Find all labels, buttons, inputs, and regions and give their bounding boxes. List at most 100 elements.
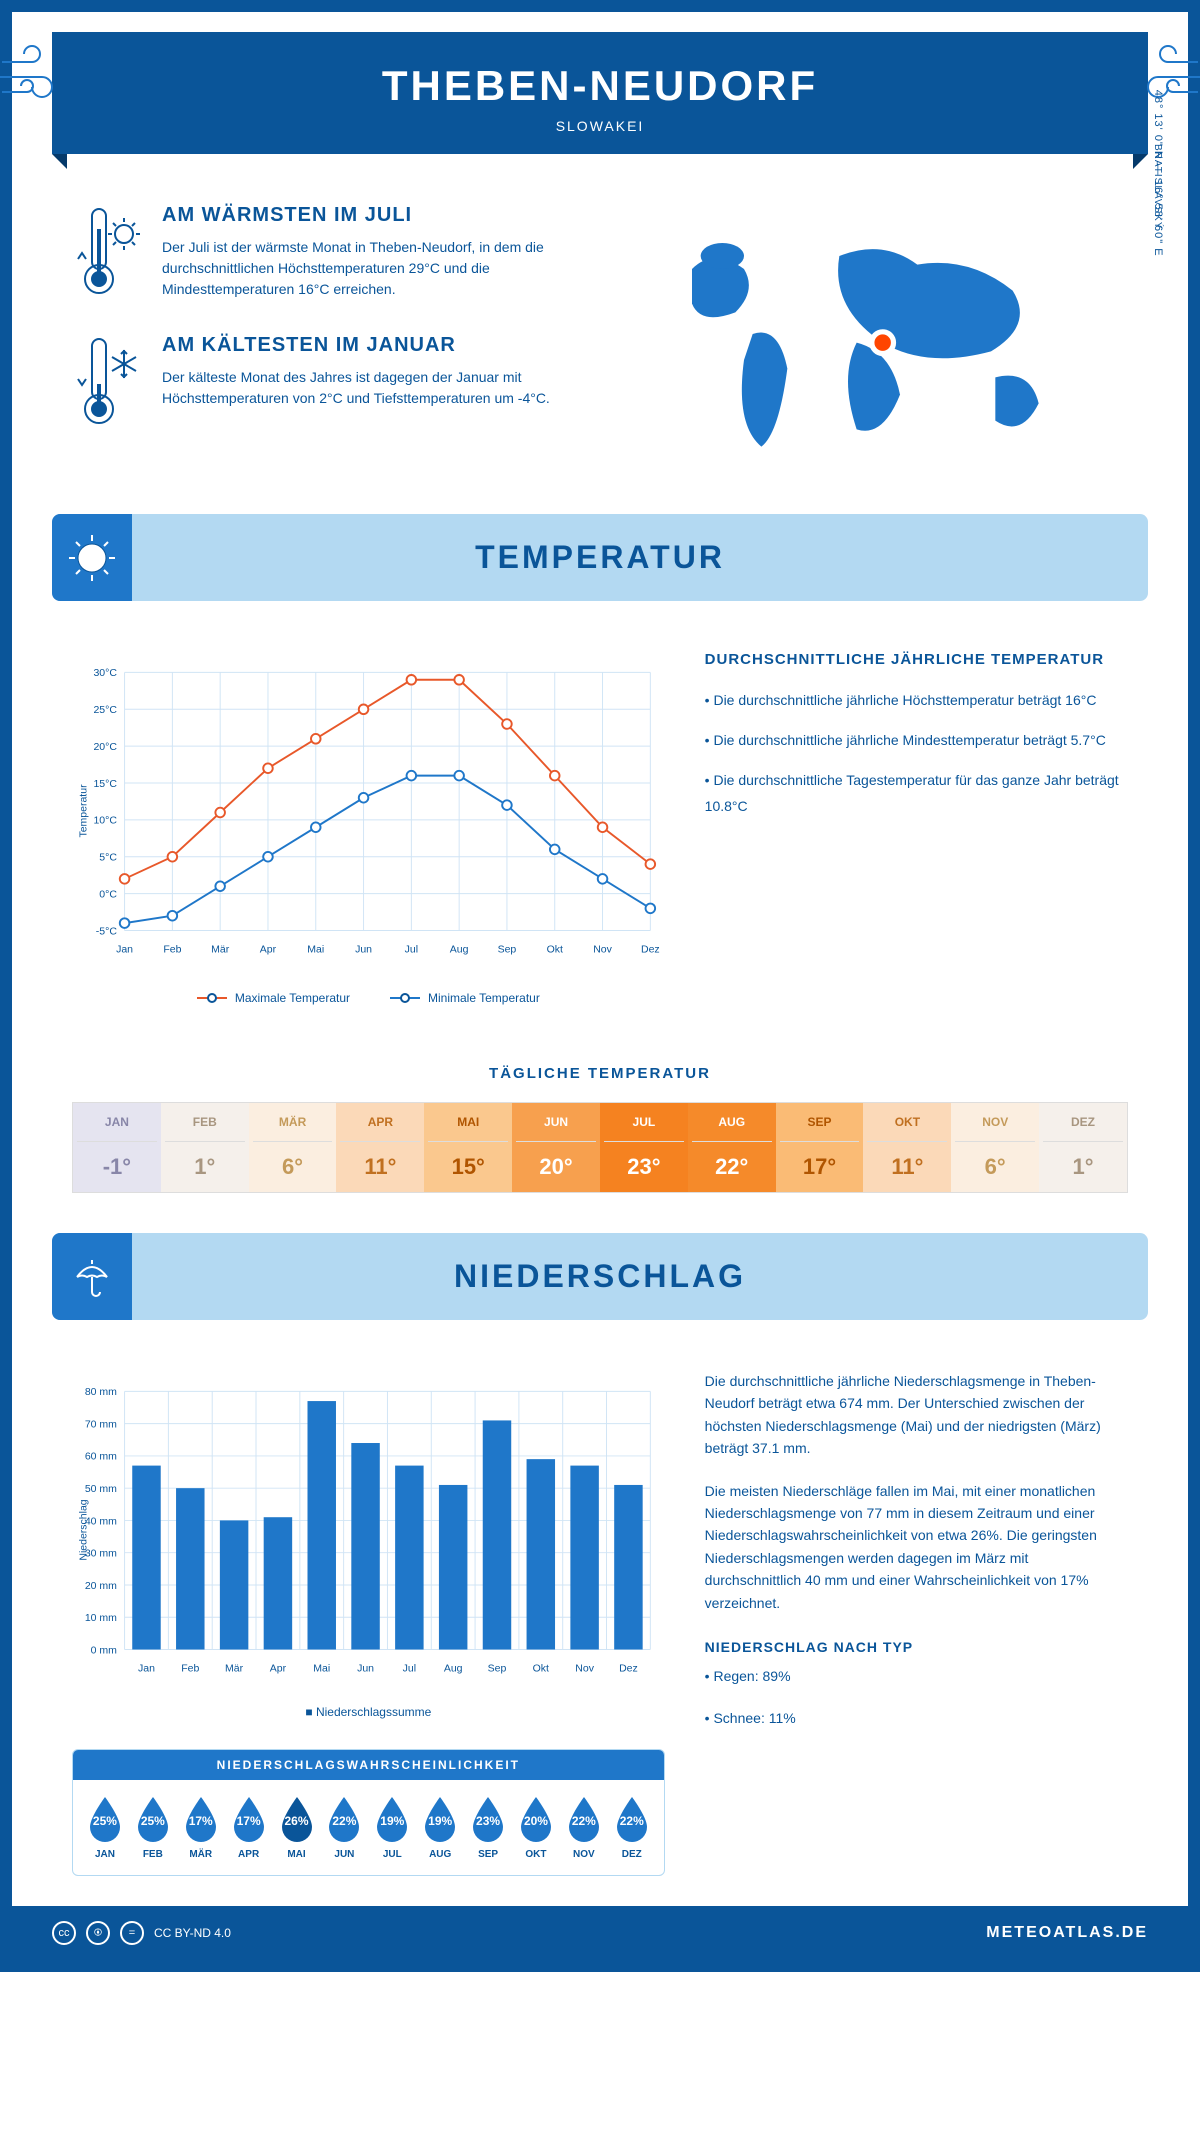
precipitation-content: 0 mm10 mm20 mm30 mm40 mm50 mm60 mm70 mm8…: [12, 1340, 1188, 1906]
daily-temp-title: TÄGLICHE TEMPERATUR: [12, 1065, 1188, 1082]
daily-cell: APR11°: [336, 1103, 424, 1192]
svg-text:Okt: Okt: [533, 1662, 549, 1674]
svg-text:Jul: Jul: [405, 943, 418, 955]
svg-text:10 mm: 10 mm: [85, 1612, 117, 1624]
cc-icon: cc: [52, 1921, 76, 1945]
probability-cell: 22%JUN: [320, 1795, 368, 1860]
probability-cell: 17%APR: [225, 1795, 273, 1860]
coordinates-label: 48° 13' 0" N — 16° 58' 60" E: [1152, 90, 1164, 257]
temperature-title: TEMPERATUR: [77, 539, 1123, 576]
temp-bullet: • Die durchschnittliche jährliche Mindes…: [705, 728, 1128, 753]
svg-text:50 mm: 50 mm: [85, 1483, 117, 1495]
svg-text:30°C: 30°C: [93, 667, 117, 679]
svg-text:30 mm: 30 mm: [85, 1548, 117, 1560]
svg-text:Feb: Feb: [181, 1662, 199, 1674]
svg-text:Nov: Nov: [593, 943, 612, 955]
legend-min: Minimale Temperatur: [390, 991, 540, 1005]
coldest-text: Der kälteste Monat des Jahres ist dagege…: [162, 367, 580, 409]
svg-text:Apr: Apr: [270, 1662, 287, 1674]
svg-text:Mai: Mai: [313, 1662, 330, 1674]
daily-cell: JUL23°: [600, 1103, 688, 1192]
svg-text:Okt: Okt: [547, 943, 563, 955]
probability-cell: 17%MÄR: [177, 1795, 225, 1860]
svg-text:0°C: 0°C: [99, 888, 117, 900]
intro-text-column: AM WÄRMSTEN IM JULI Der Juli ist der wär…: [72, 204, 580, 464]
probability-cell: 19%JUL: [368, 1795, 416, 1860]
daily-cell: DEZ1°: [1039, 1103, 1127, 1192]
precip-type-snow: • Schnee: 11%: [705, 1707, 1128, 1729]
country-subtitle: SLOWAKEI: [72, 118, 1128, 134]
warmest-text: Der Juli ist der wärmste Monat in Theben…: [162, 237, 580, 300]
legend-min-label: Minimale Temperatur: [428, 991, 540, 1005]
svg-text:25°C: 25°C: [93, 704, 117, 716]
footer-license: cc 🅯 = CC BY-ND 4.0: [52, 1921, 231, 1945]
umbrella-corner-icon: [52, 1233, 132, 1320]
precip-legend: Niederschlagssumme: [72, 1705, 665, 1719]
infographic-container: THEBEN-NEUDORF SLOWAKEI AM WÄRMSTEN IM J…: [0, 0, 1200, 1972]
svg-text:Jun: Jun: [355, 943, 372, 955]
svg-text:40 mm: 40 mm: [85, 1515, 117, 1527]
svg-text:10°C: 10°C: [93, 815, 117, 827]
precip-type-title: NIEDERSCHLAG NACH TYP: [705, 1639, 1128, 1655]
temperature-content: -5°C0°C5°C10°C15°C20°C25°C30°CJanFebMärA…: [12, 621, 1188, 1035]
probability-cell: 22%NOV: [560, 1795, 608, 1860]
page-title: THEBEN-NEUDORF: [72, 62, 1128, 110]
svg-text:Jan: Jan: [116, 943, 133, 955]
temp-bullet: • Die durchschnittliche Tagestemperatur …: [705, 768, 1128, 818]
temp-bullets: • Die durchschnittliche jährliche Höchst…: [705, 688, 1128, 819]
temperature-line-chart: -5°C0°C5°C10°C15°C20°C25°C30°CJanFebMärA…: [72, 651, 665, 971]
probability-box: NIEDERSCHLAGSWAHRSCHEINLICHKEIT 25%JAN25…: [72, 1749, 665, 1876]
daily-cell: JUN20°: [512, 1103, 600, 1192]
svg-text:Sep: Sep: [498, 943, 517, 955]
world-map-svg: [620, 204, 1128, 464]
svg-text:0 mm: 0 mm: [91, 1644, 118, 1656]
svg-text:Jan: Jan: [138, 1662, 155, 1674]
temperature-section-header: TEMPERATUR: [52, 514, 1148, 601]
daily-cell: JAN-1°: [73, 1103, 161, 1192]
svg-text:20 mm: 20 mm: [85, 1580, 117, 1592]
location-marker-icon: [872, 332, 894, 354]
precipitation-bar-chart: 0 mm10 mm20 mm30 mm40 mm50 mm60 mm70 mm8…: [72, 1370, 665, 1690]
svg-text:Mär: Mär: [211, 943, 230, 955]
footer-brand: METEOATLAS.DE: [986, 1924, 1148, 1942]
temperature-chart-area: -5°C0°C5°C10°C15°C20°C25°C30°CJanFebMärA…: [72, 651, 665, 1005]
svg-text:Dez: Dez: [641, 943, 660, 955]
precip-text-2: Die meisten Niederschläge fallen im Mai,…: [705, 1480, 1128, 1614]
precipitation-title: NIEDERSCHLAG: [77, 1258, 1123, 1295]
daily-cell: NOV6°: [951, 1103, 1039, 1192]
precipitation-summary: Die durchschnittliche jährliche Niedersc…: [705, 1370, 1128, 1876]
daily-temperature-table: JAN-1°FEB1°MÄR6°APR11°MAI15°JUN20°JUL23°…: [72, 1102, 1128, 1193]
svg-text:Aug: Aug: [444, 1662, 463, 1674]
daily-cell: MAI15°: [424, 1103, 512, 1192]
map-column: BRATISLAVSKÝ 48° 13' 0" N — 16° 58' 60" …: [620, 204, 1128, 464]
svg-text:Nov: Nov: [575, 1662, 594, 1674]
svg-text:Sep: Sep: [488, 1662, 507, 1674]
thermometer-cold-icon: [72, 334, 142, 434]
probability-cell: 25%JAN: [81, 1795, 129, 1860]
nd-icon: =: [120, 1921, 144, 1945]
precipitation-section-header: NIEDERSCHLAG: [52, 1233, 1148, 1320]
probability-cell: 20%OKT: [512, 1795, 560, 1860]
probability-cell: 23%SEP: [464, 1795, 512, 1860]
precip-text-1: Die durchschnittliche jährliche Niedersc…: [705, 1370, 1128, 1460]
svg-text:Aug: Aug: [450, 943, 469, 955]
svg-text:Apr: Apr: [260, 943, 277, 955]
intro-section: AM WÄRMSTEN IM JULI Der Juli ist der wär…: [12, 154, 1188, 494]
daily-cell: AUG22°: [688, 1103, 776, 1192]
svg-text:5°C: 5°C: [99, 852, 117, 864]
world-map: [620, 204, 1128, 464]
temperature-legend: Maximale Temperatur Minimale Temperatur: [72, 991, 665, 1005]
svg-text:80 mm: 80 mm: [85, 1386, 117, 1398]
footer: cc 🅯 = CC BY-ND 4.0 METEOATLAS.DE: [12, 1906, 1188, 1960]
daily-cell: MÄR6°: [249, 1103, 337, 1192]
svg-text:Mai: Mai: [307, 943, 324, 955]
coldest-title: AM KÄLTESTEN IM JANUAR: [162, 334, 580, 357]
daily-cell: SEP17°: [776, 1103, 864, 1192]
coldest-block: AM KÄLTESTEN IM JANUAR Der kälteste Mona…: [72, 334, 580, 434]
wind-icon-right: [1128, 42, 1200, 112]
svg-text:Mär: Mär: [225, 1662, 244, 1674]
svg-text:20°C: 20°C: [93, 741, 117, 753]
precipitation-chart-area: 0 mm10 mm20 mm30 mm40 mm50 mm60 mm70 mm8…: [72, 1370, 665, 1876]
svg-text:Niederschlag: Niederschlag: [77, 1499, 89, 1560]
probability-cell: 22%DEZ: [608, 1795, 656, 1860]
